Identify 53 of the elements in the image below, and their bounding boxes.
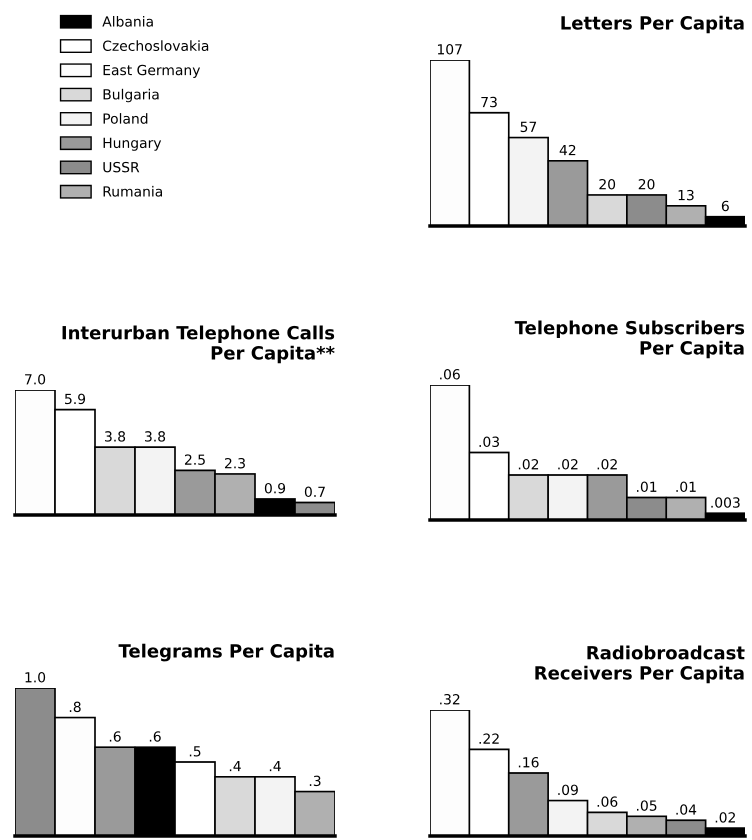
data-label: 13 <box>678 190 694 200</box>
data-label: .06 <box>440 369 460 380</box>
category-label: Hungary <box>104 138 162 151</box>
data-label: 107 <box>438 44 462 55</box>
category-label: Poland <box>104 113 148 124</box>
category-label: Bulgaria <box>104 88 159 102</box>
data-label: .05 <box>637 800 656 811</box>
data-label: .01 <box>637 482 656 492</box>
data-label: 0.7 <box>304 486 325 498</box>
chart-title: Radiobroadcast Receivers Per Capita <box>535 646 745 684</box>
data-label: .6 <box>150 731 161 742</box>
data-label: .09 <box>558 784 578 796</box>
data-label: .5 <box>190 746 200 757</box>
data-label: .4 <box>270 761 281 772</box>
data-label: 2.3 <box>224 458 245 468</box>
data-label: 2.5 <box>184 454 205 465</box>
data-label: 7.0 <box>25 374 46 385</box>
data-label: 42 <box>560 144 576 156</box>
data-label: .02 <box>598 459 617 470</box>
data-label: 1.0 <box>25 672 46 683</box>
data-label: 20 <box>638 179 654 190</box>
data-label: .06 <box>598 796 618 807</box>
data-label: .32 <box>440 694 460 705</box>
data-label: .01 <box>676 482 696 492</box>
data-label: .6 <box>110 731 121 742</box>
category-label: Czechoslovakia <box>103 40 208 52</box>
chart-title: Interurban Telephone Calls Per Capita** <box>62 326 335 364</box>
category-label: Rumania <box>104 186 162 197</box>
data-label: 5.9 <box>65 394 86 404</box>
category-label: Albania <box>102 16 153 27</box>
data-label: .02 <box>518 459 538 470</box>
data-label: 3.8 <box>145 431 166 442</box>
data-label: .03 <box>480 436 499 448</box>
data-label: 57 <box>520 122 536 132</box>
data-label: .02 <box>558 459 578 470</box>
chart-title: Telephone Subscribers Per Capita <box>514 320 744 358</box>
chart-title: Letters Per Capita <box>561 16 744 34</box>
data-label: .22 <box>480 733 499 744</box>
data-label: .16 <box>518 757 539 768</box>
data-label: .04 <box>676 804 696 815</box>
data-label: .4 <box>230 761 241 772</box>
chart-title: Telegrams Per Capita <box>118 644 334 662</box>
data-label: 6 <box>722 200 729 212</box>
category-label: USSR <box>103 162 140 172</box>
data-label: 73 <box>481 96 497 108</box>
data-label: .003 <box>711 497 740 508</box>
data-label: .02 <box>716 812 735 823</box>
category-label: East Germany <box>104 64 200 78</box>
data-label: 20 <box>599 179 616 190</box>
data-label: .8 <box>70 702 81 712</box>
data-label: 3.8 <box>105 431 126 442</box>
data-label: .3 <box>310 776 321 786</box>
data-label: 0.9 <box>264 482 286 494</box>
